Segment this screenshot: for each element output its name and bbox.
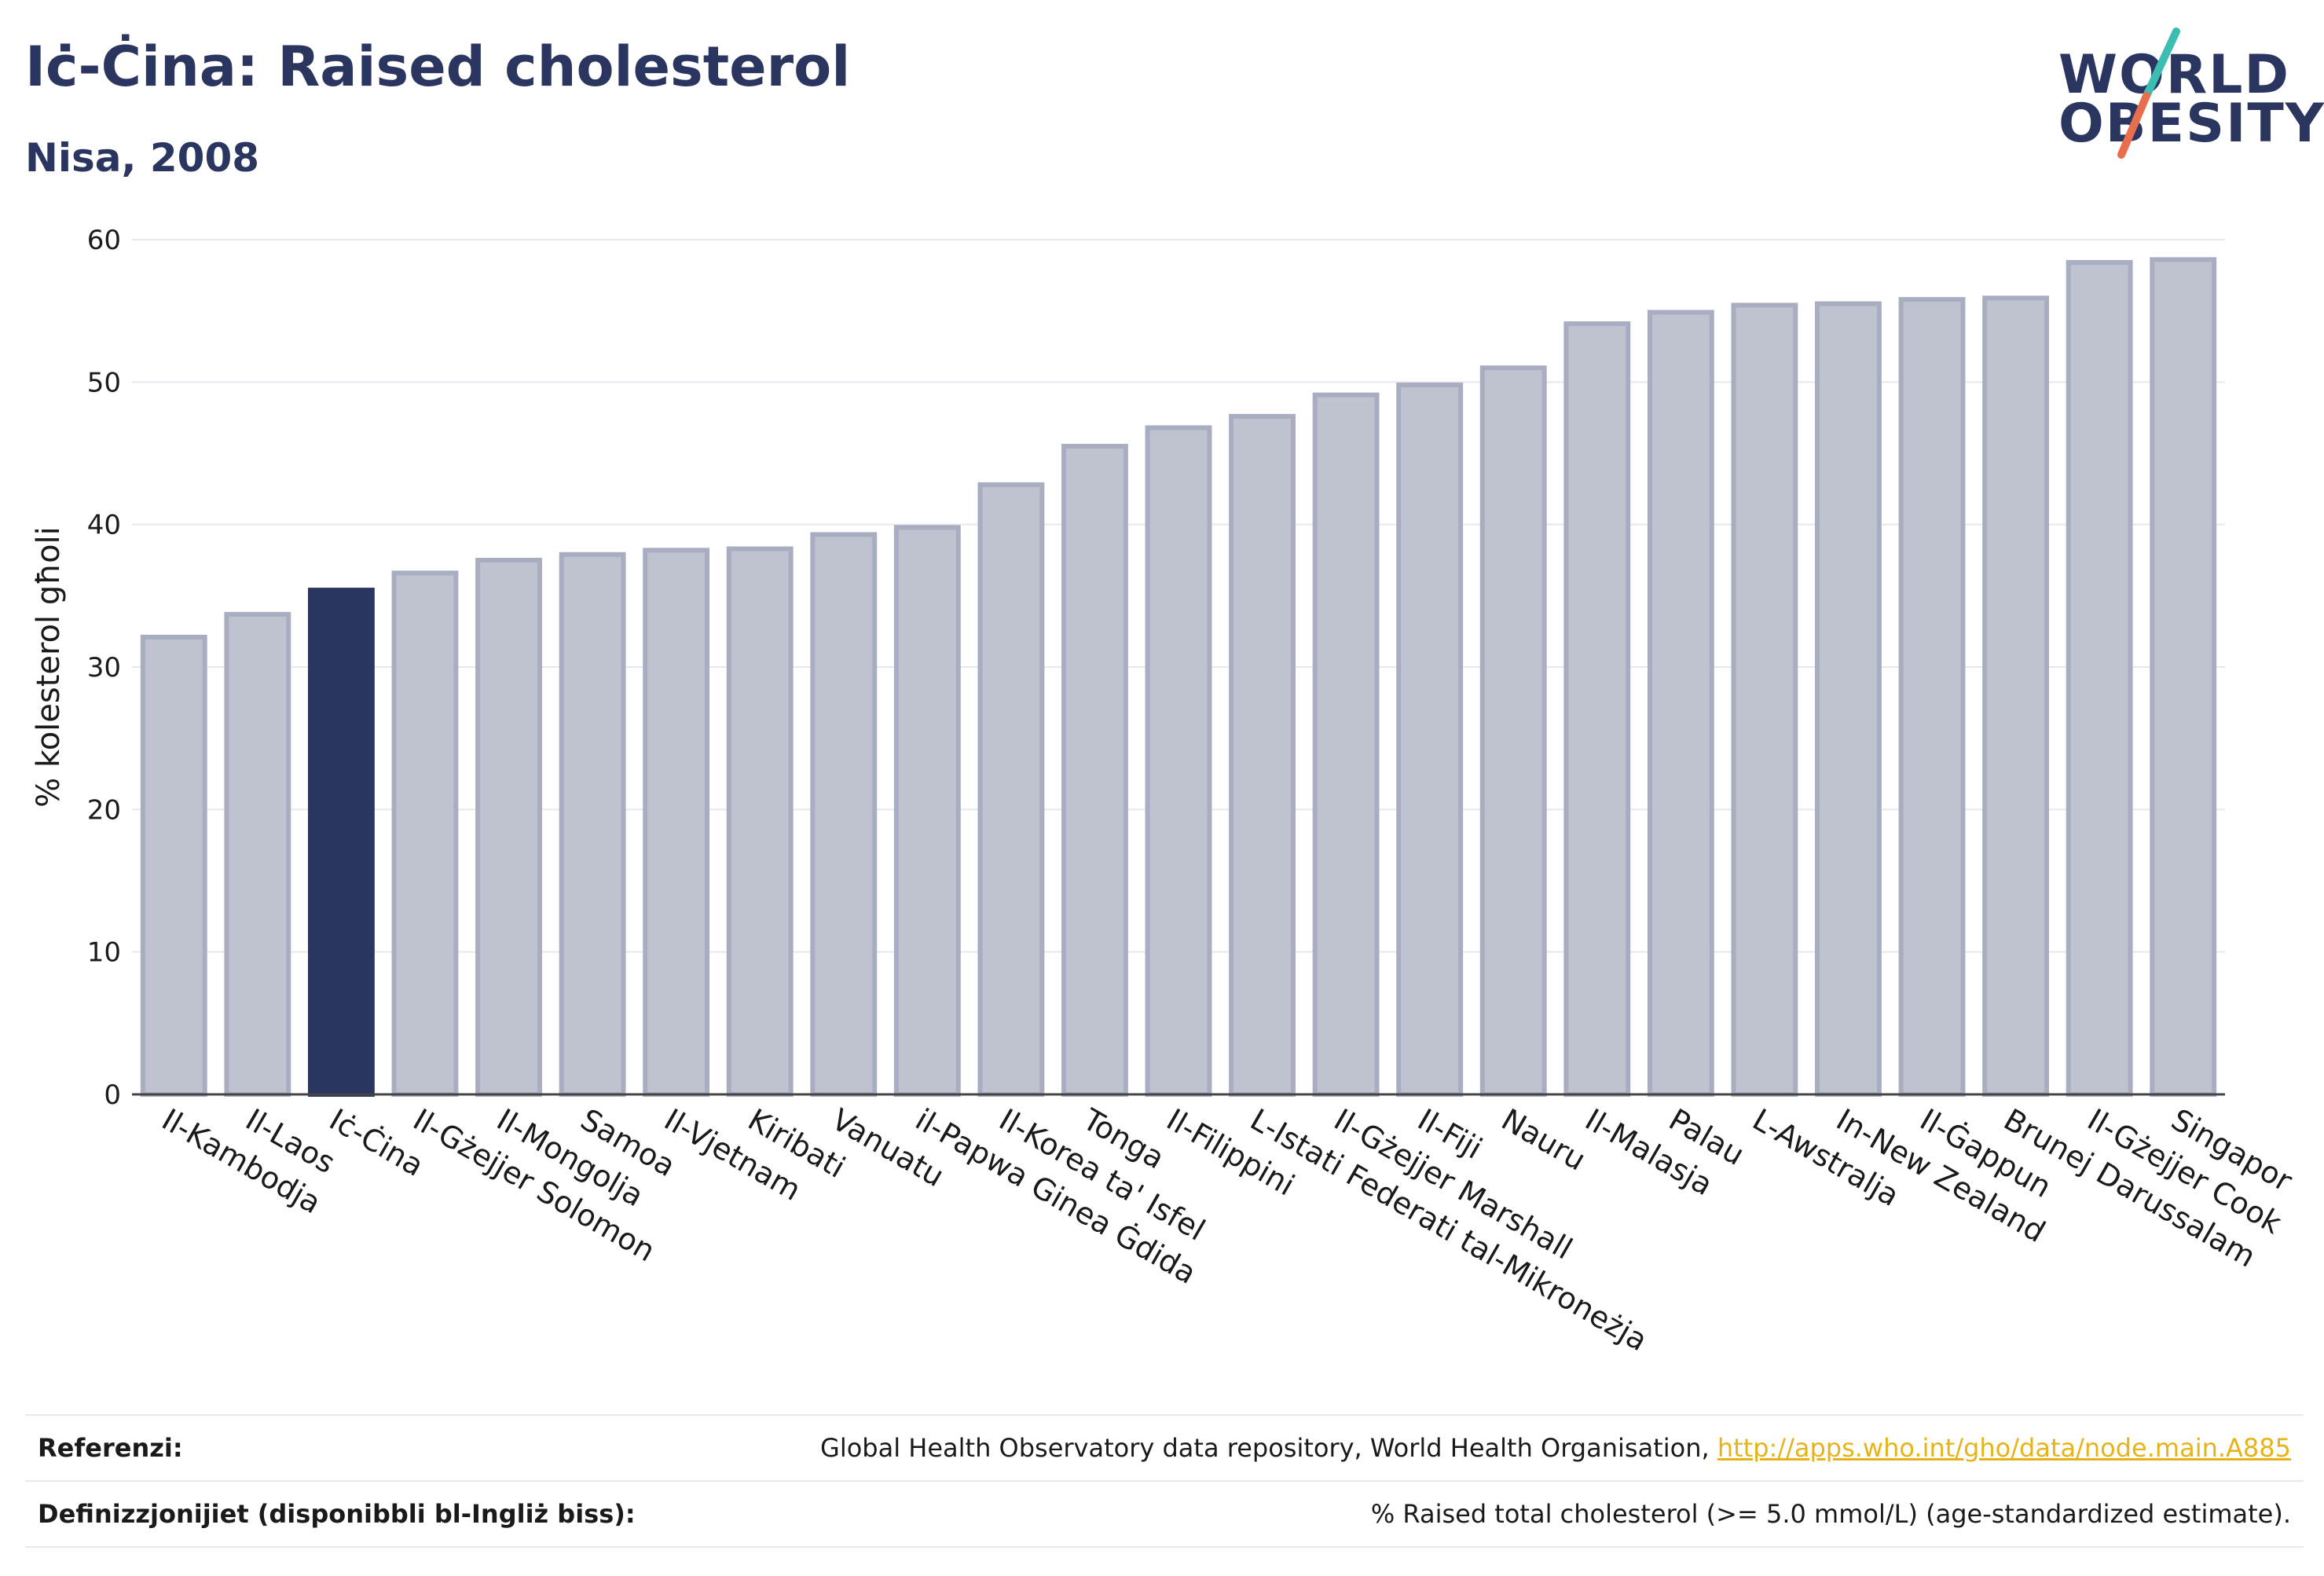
x-tick-label: Nauru xyxy=(1496,1102,1592,1178)
bar-10[interactable] xyxy=(977,482,1045,1098)
y-tick-label: 40 xyxy=(87,510,121,541)
y-tick-label: 10 xyxy=(87,937,121,969)
bar-4[interactable] xyxy=(475,558,542,1097)
bars xyxy=(140,257,2217,1098)
bar-11[interactable] xyxy=(1061,443,1128,1097)
bar-3[interactable] xyxy=(391,570,459,1097)
logo-line-obesity: OBESITY xyxy=(2058,93,2324,155)
bar-12[interactable] xyxy=(1145,425,1212,1097)
bar-16[interactable] xyxy=(1479,365,1547,1097)
bar-9[interactable] xyxy=(893,525,961,1097)
references-label: Referenzi: xyxy=(38,1433,183,1463)
bar-8[interactable] xyxy=(810,532,878,1097)
y-tick-label: 0 xyxy=(104,1079,121,1111)
bar-chart: 0 10 20 30 40 50 60 Il-KambodjaIl-LaosIċ-ĊinaI… xyxy=(31,225,2298,1358)
bar-15[interactable] xyxy=(1396,382,1464,1097)
bar-1[interactable] xyxy=(224,611,291,1097)
bar-0[interactable] xyxy=(140,634,207,1097)
y-tick-label: 50 xyxy=(87,367,121,398)
bar-21[interactable] xyxy=(1898,297,1966,1098)
bar-17[interactable] xyxy=(1563,321,1631,1097)
bar-13[interactable] xyxy=(1229,413,1296,1097)
y-axis-label: % kolesterol għoli xyxy=(31,526,67,808)
definitions-value: % Raised total cholesterol (>= 5.0 mmol/… xyxy=(1370,1499,2291,1529)
references-text: Global Health Observatory data repositor… xyxy=(820,1433,1717,1463)
references-link[interactable]: http://apps.who.int/gho/data/node.main.A… xyxy=(1717,1433,2291,1463)
logo-slash-icon xyxy=(2117,27,2180,159)
bar-5[interactable] xyxy=(559,552,626,1098)
x-tick-label: Iċ-Ċina xyxy=(324,1102,430,1183)
bar-18[interactable] xyxy=(1647,310,1714,1098)
y-tick-label: 20 xyxy=(87,794,121,826)
chart-title: Iċ-Ċina: Raised cholesterol xyxy=(25,35,851,99)
definitions-row: Definizzjonijiet (disponibbli bl-Ingliż … xyxy=(25,1480,2304,1548)
y-tick-label: 60 xyxy=(87,225,121,256)
definitions-label: Definizzjonijiet (disponibbli bl-Ingliż … xyxy=(38,1499,636,1529)
world-obesity-logo: WORLD OBESITY xyxy=(2058,25,2324,167)
chart-subtitle: Nisa, 2008 xyxy=(25,135,260,181)
bar-20[interactable] xyxy=(1815,301,1882,1098)
bar-6[interactable] xyxy=(643,548,710,1098)
bar-14[interactable] xyxy=(1312,392,1380,1097)
bar-2[interactable] xyxy=(307,588,375,1097)
y-axis-ticks: 0 10 20 30 40 50 60 xyxy=(87,225,121,1111)
logo-line-world: WORLD xyxy=(2058,44,2290,106)
bar-24[interactable] xyxy=(2150,257,2217,1097)
references-value: Global Health Observatory data repositor… xyxy=(820,1433,2304,1463)
bar-19[interactable] xyxy=(1731,302,1798,1097)
bar-7[interactable] xyxy=(726,546,794,1097)
y-tick-label: 30 xyxy=(87,652,121,684)
references-row: Referenzi: Global Health Observatory dat… xyxy=(25,1414,2304,1480)
bar-23[interactable] xyxy=(2066,260,2133,1098)
bar-22[interactable] xyxy=(1982,295,2050,1097)
